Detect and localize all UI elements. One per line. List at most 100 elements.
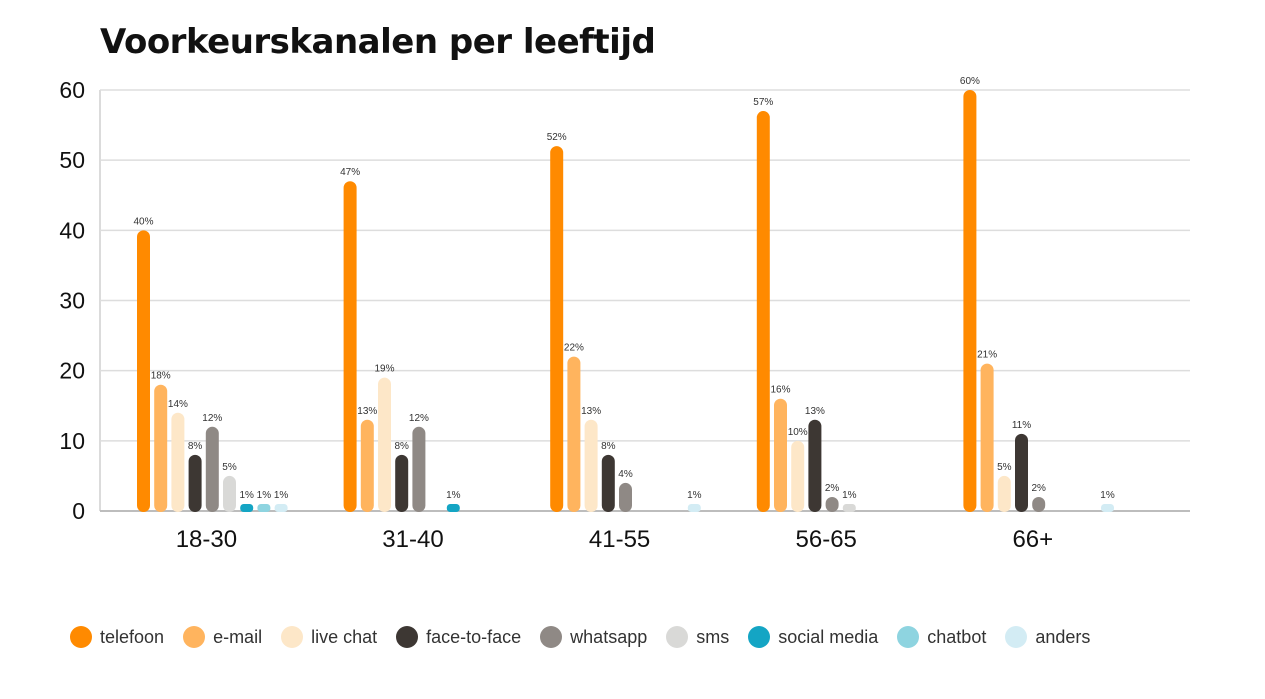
data-label: 1% [274, 490, 289, 501]
bar-whatsapp-18-30 [205, 426, 219, 512]
bar-e-mail-31-40 [360, 419, 374, 512]
data-labels: 40%18%14%8%12%5%1% 1% 1%47%13%19%8%12%1%52… [133, 76, 1114, 501]
data-label: 10% [788, 427, 808, 438]
chart-title: Voorkeurskanalen per leeftijd [100, 22, 656, 62]
bar-telefoon-41-55 [550, 146, 564, 512]
bar-social-media-18-30 [240, 503, 254, 512]
legend-label: telefoon [100, 626, 165, 647]
bar-telefoon-66+ [963, 90, 977, 512]
data-label: 5% [997, 462, 1012, 473]
data-label: 16% [770, 385, 790, 396]
legend: telefoon e-mail live chat face-to-face whats… [70, 626, 1109, 648]
bars [137, 90, 1114, 513]
x-tick-label: 56-65 [796, 526, 857, 553]
data-label: 22% [564, 343, 584, 354]
y-tick-label: 10 [59, 428, 85, 454]
bar-live-chat-41-55 [584, 419, 598, 512]
bar-e-mail-66+ [980, 363, 994, 512]
data-label: 60% [960, 76, 980, 87]
data-label: 1% [239, 490, 254, 501]
data-label: 14% [168, 399, 188, 410]
legend-swatch [897, 626, 920, 648]
legend-item-live-chat: live chat [281, 626, 377, 648]
bar-social-media-31-40 [446, 503, 460, 512]
data-label: 40% [133, 216, 153, 227]
legend-swatch [666, 626, 689, 648]
bar-live-chat-56-65 [791, 440, 805, 512]
bar-telefoon-31-40 [343, 181, 357, 512]
data-label: 18% [151, 371, 171, 382]
bar-sms-18-30 [223, 475, 236, 512]
data-label: 8% [188, 441, 203, 452]
legend-item-telefoon: telefoon [70, 626, 164, 648]
legend-item-e-mail: e-mail [183, 626, 262, 648]
legend-swatch [396, 626, 419, 648]
x-tick-label: 66+ [1012, 526, 1053, 553]
legend-swatch [70, 626, 92, 648]
data-label: 2% [1031, 483, 1046, 494]
legend-item-chatbot: chatbot [897, 626, 986, 648]
data-label: 12% [202, 413, 222, 424]
bar-anders-41-55 [687, 503, 701, 512]
data-label: 1% [842, 490, 857, 501]
bar-face-to-face-56-65 [808, 419, 822, 512]
x-tick-label: 18-30 [176, 526, 237, 553]
data-label: 13% [581, 406, 601, 417]
x-axis-ticks: 18-30 31-40 41-55 56-65 66+ [176, 526, 1053, 553]
legend-label: sms [696, 626, 730, 647]
data-label: 57% [753, 97, 773, 108]
data-label: 21% [977, 350, 997, 361]
legend-swatch [748, 626, 771, 648]
bar-whatsapp-56-65 [825, 496, 839, 512]
data-label: 4% [618, 469, 633, 480]
bar-sms-56-65 [842, 503, 856, 512]
data-label: 52% [547, 132, 567, 143]
bar-telefoon-56-65 [756, 111, 770, 513]
y-tick-label: 40 [59, 217, 85, 243]
x-tick-label: 41-55 [589, 526, 650, 553]
data-label: 13% [805, 406, 825, 417]
data-label: 2% [825, 483, 840, 494]
data-label: 13% [357, 406, 377, 417]
legend-item-social-media: social media [748, 626, 878, 648]
y-tick-label: 60 [59, 77, 85, 103]
data-label: 8% [601, 441, 616, 452]
legend-label: anders [1035, 626, 1091, 647]
y-tick-label: 20 [59, 358, 85, 384]
bar-e-mail-56-65 [774, 398, 787, 512]
bar-telefoon-18-30 [137, 230, 150, 513]
y-tick-label: 0 [72, 498, 85, 524]
bar-whatsapp-41-55 [619, 482, 632, 512]
bar-live-chat-18-30 [171, 412, 185, 512]
legend-label: e-mail [213, 626, 263, 647]
legend-swatch [281, 626, 304, 648]
data-label: 19% [374, 364, 394, 375]
y-tick-label: 50 [59, 147, 85, 173]
bar-anders-66+ [1101, 503, 1114, 512]
bar-face-to-face-31-40 [395, 454, 409, 512]
data-label: 1% [446, 490, 461, 501]
data-label: 11% [1012, 420, 1031, 431]
data-label: 1% [687, 490, 702, 501]
bar-live-chat-31-40 [378, 377, 391, 512]
data-label: 1% [257, 490, 272, 501]
bar-face-to-face-66+ [1015, 433, 1028, 512]
legend-label: whatsapp [570, 626, 648, 647]
data-label: 47% [340, 167, 360, 178]
legend-label: face-to-face [426, 626, 522, 647]
legend-item-face-to-face: face-to-face [396, 626, 521, 648]
legend-label: live chat [311, 626, 378, 647]
legend-item-whatsapp: whatsapp [540, 626, 647, 648]
bar-anders-18-30 [274, 503, 288, 512]
bar-face-to-face-41-55 [601, 454, 615, 512]
y-tick-label: 30 [59, 288, 85, 314]
bar-e-mail-18-30 [154, 384, 168, 512]
legend-label: chatbot [927, 626, 987, 647]
legend-item-sms: sms [666, 626, 729, 648]
bar-live-chat-66+ [997, 475, 1011, 512]
data-label: 1% [1100, 490, 1115, 501]
bar-whatsapp-31-40 [412, 426, 426, 512]
data-label: 12% [409, 413, 429, 424]
legend-swatch [540, 626, 563, 648]
